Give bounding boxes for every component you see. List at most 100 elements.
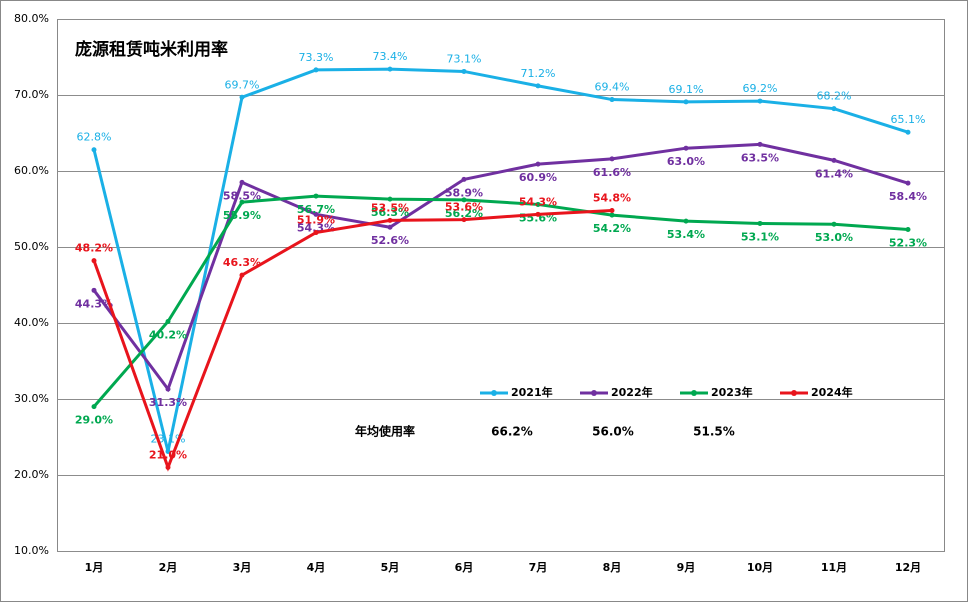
point: [239, 179, 245, 185]
series-line: [92, 194, 909, 408]
point: [535, 201, 541, 207]
series-line: [92, 209, 613, 472]
data-label: 54.3%: [519, 195, 557, 208]
point: [239, 199, 245, 205]
x-tick-label: 8月: [603, 561, 622, 574]
point: [683, 218, 689, 224]
data-label: 54.2%: [593, 222, 631, 235]
point: [609, 212, 615, 218]
point: [609, 208, 615, 214]
data-label: 63.0%: [667, 155, 705, 168]
point: [535, 211, 541, 217]
data-label: 31.3%: [149, 396, 187, 409]
data-label: 69.2%: [743, 82, 778, 95]
data-label: 56.2%: [445, 207, 483, 220]
point: [535, 161, 541, 167]
point: [461, 68, 467, 74]
point: [91, 258, 97, 264]
point: [757, 220, 763, 226]
data-label: 69.7%: [225, 78, 260, 91]
x-tick-label: 5月: [381, 561, 400, 574]
x-tick-label: 3月: [233, 561, 252, 574]
point: [91, 287, 97, 293]
data-label: 48.2%: [75, 242, 113, 255]
data-label: 21.0%: [149, 448, 187, 461]
point: [91, 404, 97, 410]
data-label: 53.0%: [815, 231, 853, 244]
y-tick-label: 70.0%: [14, 88, 49, 101]
y-tick-label: 40.0%: [14, 316, 49, 329]
point: [683, 145, 689, 151]
point: [683, 99, 689, 105]
point: [387, 217, 393, 223]
y-tick-label: 50.0%: [14, 240, 49, 253]
data-label: 52.3%: [889, 237, 927, 250]
point: [313, 211, 319, 217]
y-tick-label: 10.0%: [14, 544, 49, 557]
series-line: [92, 142, 909, 393]
x-tick-label: 1月: [85, 561, 104, 574]
legend-marker: [591, 390, 597, 396]
data-label: 71.2%: [521, 67, 556, 80]
data-label: 69.4%: [595, 81, 630, 94]
point: [387, 196, 393, 202]
legend-label: 2023年: [711, 385, 753, 399]
point: [905, 129, 911, 135]
point: [313, 193, 319, 199]
point: [831, 157, 837, 163]
point: [313, 230, 319, 236]
annotation-value: 56.0%: [592, 425, 634, 439]
data-label: 58.9%: [445, 186, 483, 199]
annotation-label: 年均使用率: [355, 424, 415, 439]
annotation-value: 66.2%: [491, 425, 533, 439]
point: [757, 98, 763, 104]
point: [165, 464, 171, 470]
point: [609, 97, 615, 103]
data-label: 61.4%: [815, 167, 853, 180]
data-label: 69.1%: [669, 83, 704, 96]
data-label: 55.9%: [223, 209, 261, 222]
data-label: 54.8%: [593, 192, 631, 205]
data-label: 29.0%: [75, 414, 113, 427]
point: [387, 224, 393, 230]
data-label: 62.8%: [77, 131, 112, 144]
data-label: 52.6%: [371, 234, 409, 247]
annotation-value: 51.5%: [693, 425, 735, 439]
point: [165, 448, 171, 454]
point: [461, 217, 467, 223]
point: [239, 94, 245, 100]
x-tick-label: 11月: [821, 561, 847, 574]
data-label: 46.3%: [223, 256, 261, 269]
y-tick-label: 30.0%: [14, 392, 49, 405]
legend-marker: [491, 390, 497, 396]
legend-label: 2021年: [511, 385, 553, 399]
point: [91, 147, 97, 153]
data-label: 56.7%: [297, 203, 335, 216]
data-label: 73.3%: [299, 51, 334, 64]
data-label: 73.4%: [373, 50, 408, 63]
data-label: 56.3%: [371, 206, 409, 219]
data-label: 65.1%: [891, 113, 926, 126]
data-label: 53.6%: [445, 201, 483, 214]
x-tick-label: 12月: [895, 561, 921, 574]
data-label: 53.1%: [741, 230, 779, 243]
data-label: 61.6%: [593, 166, 631, 179]
point: [905, 227, 911, 233]
point: [757, 141, 763, 147]
data-label: 40.2%: [149, 328, 187, 341]
data-label: 73.1%: [447, 52, 482, 65]
point: [535, 83, 541, 89]
data-label: 63.5%: [741, 151, 779, 164]
point: [239, 272, 245, 278]
point: [461, 197, 467, 203]
legend-label: 2024年: [811, 385, 853, 399]
series-line: [92, 67, 909, 452]
point: [165, 318, 171, 324]
point: [313, 67, 319, 73]
x-tick-label: 2月: [159, 561, 178, 574]
x-tick-label: 9月: [677, 561, 696, 574]
point: [461, 176, 467, 182]
point: [831, 221, 837, 227]
point: [165, 386, 171, 392]
legend-label: 2022年: [611, 385, 653, 399]
